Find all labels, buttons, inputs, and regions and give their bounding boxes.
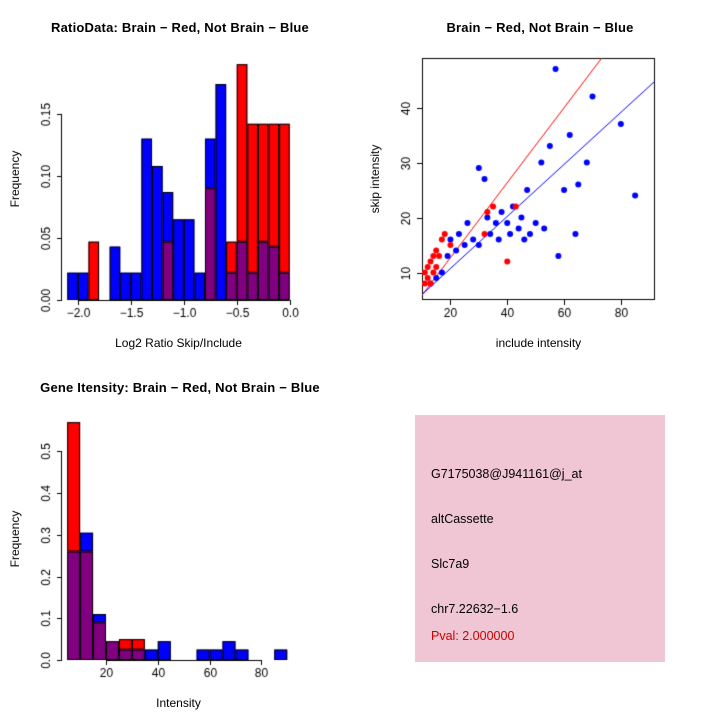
event-type-text: altCassette — [431, 512, 494, 526]
location-text: chr7.22632−1.6 — [431, 602, 519, 616]
gene-name-text: Slc7a9 — [431, 557, 470, 571]
pval-text: Pval: 2.000000 — [431, 629, 515, 643]
ratio-histogram-xlabel: Log2 Ratio Skip/Include — [115, 336, 242, 350]
gene-intensity-xlabel: Intensity — [156, 696, 201, 710]
gene-info-box: G7175038@J941161@j_at altCassette Slc7a9… — [415, 415, 665, 662]
probe-id-text: G7175038@J941161@j_at — [431, 467, 582, 481]
gene-intensity-ylabel: Frequency — [8, 510, 22, 568]
intensity-scatter-xlabel: include intensity — [495, 336, 582, 350]
intensity-scatter-canvas — [360, 0, 720, 360]
gene-intensity-histogram-panel: Gene Itensity: Brain − Red, Not Brain − … — [0, 360, 360, 720]
ratio-histogram-ylabel: Frequency — [8, 150, 22, 208]
ratio-histogram-canvas — [0, 0, 360, 360]
gene-info-panel: G7175038@J941161@j_at altCassette Slc7a9… — [360, 360, 720, 720]
gene-intensity-canvas — [0, 360, 360, 720]
intensity-scatter-ylabel: skip intensity — [368, 144, 382, 214]
intensity-scatter-panel: Brain − Red, Not Brain − Blue include in… — [360, 0, 720, 360]
ratio-histogram-panel: RatioData: Brain − Red, Not Brain − Blue… — [0, 0, 360, 360]
